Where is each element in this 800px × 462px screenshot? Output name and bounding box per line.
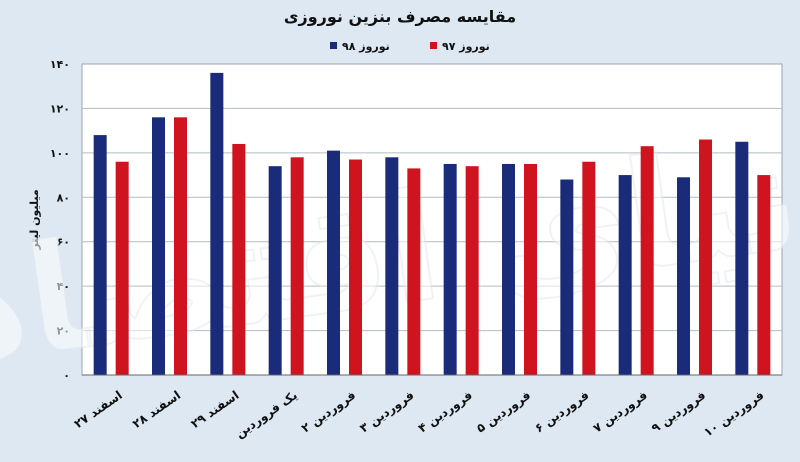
bar — [524, 163, 537, 375]
legend-label: نوروز ۹۸ — [342, 40, 390, 53]
bar — [640, 146, 654, 375]
bar — [385, 157, 399, 375]
x-tick-label: ۶ فروردین — [532, 388, 592, 436]
bar — [677, 177, 690, 375]
bar — [210, 72, 224, 375]
x-tick-label: یک فروردین — [233, 388, 301, 442]
y-tick-label: ۲۰ — [57, 325, 70, 338]
x-tick-label: ۱۰ فروردین — [701, 388, 767, 440]
x-tick-label: ۲ فروردین — [299, 388, 359, 436]
legend-label: نوروز ۹۷ — [442, 40, 490, 53]
legend-swatch — [430, 42, 437, 49]
bar — [174, 117, 187, 376]
y-tick-label: ۸۰ — [57, 191, 70, 204]
bar — [407, 168, 421, 375]
chart-title: مقایسه مصرف بنزین نوروزی — [284, 7, 516, 26]
bar — [349, 159, 362, 375]
bar — [757, 175, 771, 375]
bar — [232, 143, 246, 375]
y-tick-label: ۰ — [63, 369, 70, 382]
y-tick-label: ۴۰ — [57, 280, 70, 293]
bar — [618, 175, 632, 375]
x-tick-label: ۲۹ اسفند — [188, 388, 241, 431]
y-tick-label: ۱۰۰ — [50, 147, 70, 160]
x-tick-label: ۲۷ اسفند — [72, 388, 125, 431]
x-tick-label: ۳ فروردین — [357, 388, 417, 436]
bar — [699, 139, 712, 375]
bar — [290, 157, 304, 375]
bar — [152, 117, 165, 376]
x-tick-label: ۹ فروردین — [649, 388, 709, 436]
plot-area — [81, 63, 783, 376]
legend-swatch — [330, 42, 337, 49]
bar — [582, 161, 596, 375]
y-tick-label: ۱۴۰ — [50, 58, 70, 71]
bar — [502, 163, 515, 375]
bar — [465, 166, 479, 375]
bar — [560, 179, 574, 375]
x-tick-label: ۲۸ اسفند — [130, 388, 183, 431]
bar — [268, 166, 282, 375]
bar — [735, 141, 749, 375]
x-tick-label: ۵ فروردین — [474, 388, 534, 436]
bar — [115, 161, 129, 375]
y-tick-label: ۶۰ — [57, 236, 70, 249]
y-tick-label: ۱۲۰ — [50, 102, 70, 115]
bar — [327, 150, 340, 375]
bar — [443, 163, 457, 375]
x-tick-label: ۴ فروردین — [416, 388, 476, 436]
y-axis-label: میلیون لیتر — [28, 189, 41, 250]
x-tick-label: ۷ فروردین — [591, 388, 651, 436]
bar — [93, 135, 107, 375]
